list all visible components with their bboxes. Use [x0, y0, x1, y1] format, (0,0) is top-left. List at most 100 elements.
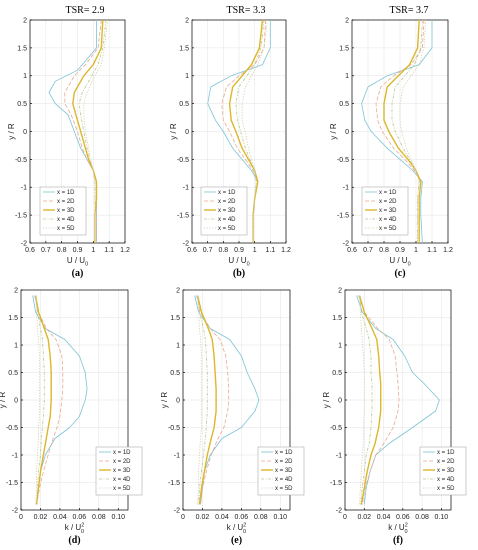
x-axis-label-base: U / U — [228, 256, 246, 265]
y-tick-label: 2 — [185, 17, 189, 24]
x-axis-label-sub: 0 — [408, 262, 411, 268]
x-tick-label: 0.02 — [357, 514, 371, 521]
x-axis-label-sub: 0 — [243, 529, 246, 535]
series-line-3D — [358, 295, 382, 505]
x-axis-label-base: k / U — [388, 523, 405, 532]
x-tick-label: 1.2 — [120, 247, 130, 254]
legend-entry: x = 4D — [113, 477, 131, 483]
x-tick-label: 0.9 — [73, 247, 83, 254]
series-line-3D — [228, 19, 264, 243]
y-tick-label: 1 — [345, 73, 349, 80]
legend-box — [95, 446, 143, 496]
x-axis-label: k / U2 0 — [65, 523, 85, 536]
series-line-5D — [241, 19, 268, 243]
x-tick-label: 0.8 — [379, 247, 389, 254]
y-tick-label: -1 — [12, 452, 18, 459]
x-tick-label: 0.9 — [234, 247, 244, 254]
y-axis-label: y / R — [160, 392, 169, 409]
legend-entry: x = 2D — [275, 459, 293, 465]
y-tick-label: -0.5 — [337, 157, 349, 164]
legend-entry: x = 1D — [218, 190, 236, 196]
x-axis-label-sub: 0 — [247, 262, 250, 268]
series-line-5D — [83, 19, 108, 243]
y-tick-label: -2 — [343, 240, 349, 247]
chart-panel-d: 0 0.02 0.04 0.06 0.08 0.10 -2 -1.5 -1 -0.5 0 0.5 1 1.… — [0, 287, 143, 546]
x-axis-label: U / U0 — [389, 256, 410, 268]
x-axis-label-sup: 2 — [81, 523, 84, 529]
series-line-5D — [197, 295, 202, 505]
x-tick-label: 0.8 — [218, 247, 228, 254]
panel-label: (a) — [72, 268, 84, 279]
x-tick-label: 1 — [253, 247, 257, 254]
series-line-2D — [358, 295, 400, 505]
y-tick-label: -0.5 — [177, 157, 189, 164]
x-axis-label-sub: 0 — [81, 529, 84, 535]
y-tick-label: -1.5 — [337, 213, 349, 220]
y-tick-label: -2 — [174, 507, 180, 514]
y-tick-label: 0 — [185, 129, 189, 136]
x-tick-label: 0.7 — [41, 247, 51, 254]
grid — [29, 19, 126, 244]
y-tick-label: 1 — [176, 342, 180, 349]
legend-entry: x = 5D — [218, 226, 236, 232]
x-axis-label-sup: 2 — [243, 523, 246, 529]
y-tick-label: -1 — [343, 185, 349, 192]
x-tick-label: 1 — [414, 247, 418, 254]
y-tick-label: 1 — [338, 342, 342, 349]
y-tick-label: 1.5 — [339, 45, 349, 52]
x-tick-label: 0.04 — [53, 514, 67, 521]
y-tick-label: 2 — [345, 17, 349, 24]
legend-entry: x = 5D — [113, 486, 131, 492]
x-tick-label: 0.02 — [196, 514, 210, 521]
x-tick-label: 0 — [343, 514, 347, 521]
x-tick-label: 0.9 — [395, 247, 405, 254]
y-axis-label: y / R — [0, 392, 7, 409]
y-tick-label: 1.5 — [17, 45, 27, 52]
series-line-4D — [359, 295, 373, 505]
x-tick-label: 0.7 — [203, 247, 213, 254]
y-tick-label: 1.5 — [179, 45, 189, 52]
panel-label: (b) — [233, 268, 245, 279]
y-tick-label: 1.5 — [332, 315, 342, 322]
legend-entry: x = 5D — [379, 226, 397, 232]
series-line-2D — [196, 295, 230, 505]
series-line-3D — [72, 19, 104, 243]
legend-entry: x = 3D — [379, 208, 397, 214]
x-tick-label: 0.10 — [435, 514, 449, 521]
x-tick-label: 1.1 — [427, 247, 437, 254]
panel-label: (d) — [68, 535, 80, 546]
legend-entry: x = 4D — [57, 217, 75, 223]
legend-box — [200, 186, 248, 236]
x-tick-label: 0.02 — [34, 514, 48, 521]
legend-entry: x = 3D — [218, 208, 236, 214]
y-tick-label: 0.5 — [17, 101, 27, 108]
chart-panel-b: 0.6 0.7 0.8 0.9 1 1.1 1.2 -2 -1.5 -1 -0.5 0 0.5 1 1.5 2… — [169, 17, 291, 279]
legend-entry: x = 4D — [379, 217, 397, 223]
x-axis-label-base: k / U — [65, 523, 82, 532]
y-tick-label: -1 — [183, 185, 189, 192]
x-tick-label: 0.04 — [215, 514, 229, 521]
y-tick-label: -2 — [21, 240, 27, 247]
legend-entry: x = 3D — [113, 468, 131, 474]
x-axis-label-base: U / U — [67, 256, 85, 265]
series-line-1D — [361, 20, 433, 244]
y-tick-label: -1.5 — [15, 213, 27, 220]
legend-entry: x = 1D — [275, 450, 293, 456]
y-tick-label: -1 — [174, 452, 180, 459]
panel-label: (e) — [231, 535, 242, 546]
x-axis-label-base: U / U — [389, 256, 407, 265]
y-tick-label: -2 — [336, 507, 342, 514]
y-tick-label: -1.5 — [6, 480, 18, 487]
y-tick-label: 0.5 — [170, 370, 180, 377]
legend-entry: x = 5D — [57, 226, 75, 232]
legend-box — [257, 446, 305, 496]
y-tick-label: 0 — [345, 129, 349, 136]
x-tick-label: 0.6 — [347, 247, 357, 254]
x-tick-label: 0.08 — [92, 514, 106, 521]
y-axis-label: y / R — [329, 123, 338, 140]
x-axis-label: U / U0 — [67, 256, 88, 268]
series-line-3D — [383, 19, 422, 243]
y-tick-label: -2 — [183, 240, 189, 247]
column-title-tsr-3-7: TSR= 3.7 — [390, 5, 429, 16]
x-tick-label: 0.10 — [111, 514, 125, 521]
